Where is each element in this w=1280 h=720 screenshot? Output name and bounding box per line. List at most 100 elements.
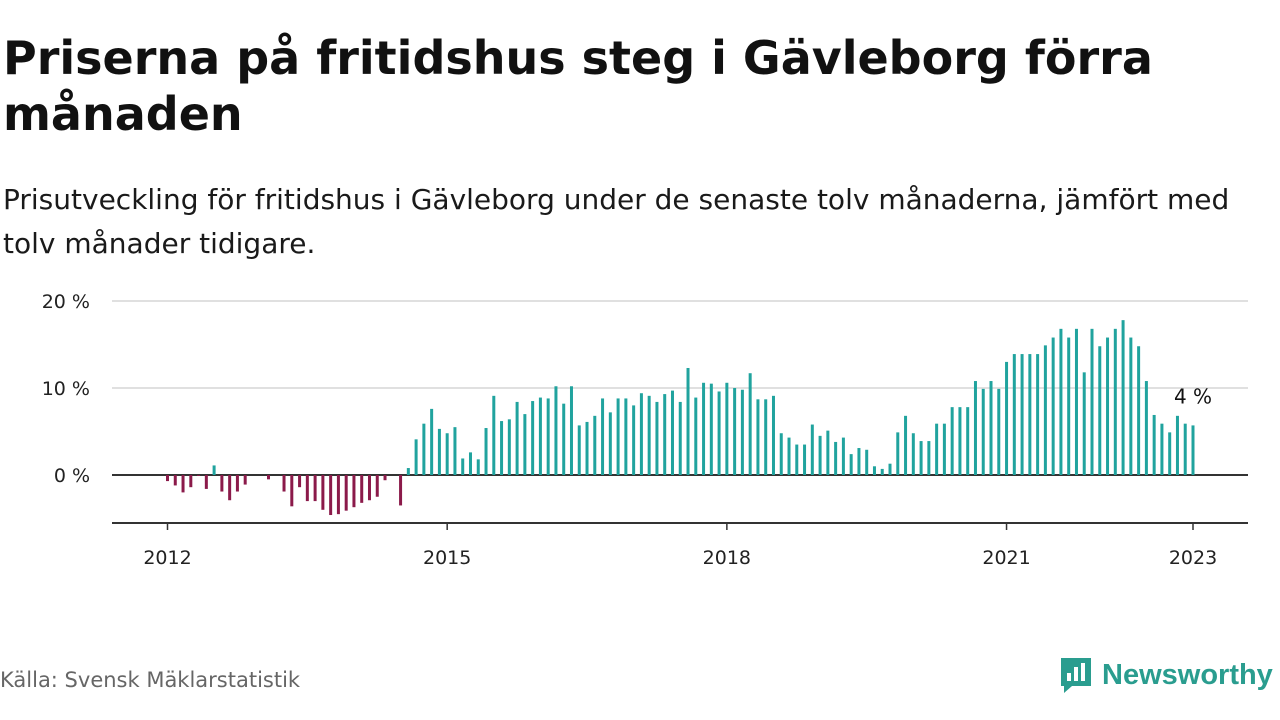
bar-2018-06: [764, 399, 768, 475]
bar-2013-09: [321, 475, 325, 510]
bar-2021-12: [1090, 328, 1094, 475]
bar-2019-03: [834, 441, 838, 475]
bar-2022-04: [1121, 320, 1125, 475]
bar-2021-01: [1005, 361, 1009, 475]
bar-2014-08: [406, 468, 410, 475]
bar-2022-07: [1144, 381, 1148, 475]
newsworthy-logo-icon: [1061, 658, 1091, 693]
bar-2015-01: [445, 433, 449, 475]
bar-2016-02: [546, 398, 550, 475]
bar-2012-01: [166, 475, 169, 482]
x-tick-label: 2015: [423, 547, 471, 569]
last-value-annotation: 4 %: [1174, 384, 1212, 408]
bar-2022-10: [1168, 432, 1172, 475]
bar-2014-05: [383, 475, 387, 481]
bar-2017-08: [686, 367, 690, 475]
bar-2021-06: [1043, 345, 1047, 475]
bar-2013-10: [329, 475, 333, 516]
bar-2020-05: [942, 423, 946, 475]
bar-2014-09: [414, 439, 418, 475]
bar-2017-12: [717, 391, 721, 475]
bar-2022-01: [1098, 346, 1102, 475]
bar-2017-09: [694, 397, 698, 475]
bar-2016-04: [562, 403, 566, 475]
y-tick-label: 0 %: [54, 465, 90, 487]
bar-2019-10: [888, 463, 892, 475]
bar-2021-05: [1036, 354, 1040, 475]
bar-2013-05: [290, 475, 294, 507]
bar-2018-08: [779, 433, 783, 475]
source-note: Källa: Svensk Mäklarstatistik: [0, 668, 301, 692]
bar-2014-12: [437, 428, 441, 475]
bar-2020-06: [950, 407, 954, 475]
bar-2014-03: [367, 475, 371, 501]
bar-2018-07: [771, 395, 775, 475]
bar-2016-09: [601, 398, 605, 475]
bar-2014-11: [430, 408, 434, 475]
bar-2015-11: [523, 414, 527, 475]
bar-2020-09: [973, 381, 977, 475]
bar-2014-02: [360, 475, 364, 503]
bar-2014-07: [399, 475, 403, 506]
bar-2021-09: [1067, 337, 1071, 475]
bar-2022-06: [1137, 346, 1141, 475]
bar-2013-11: [336, 475, 340, 515]
x-tick-label: 2012: [143, 547, 191, 569]
bar-2020-10: [981, 388, 985, 475]
page-title: Priserna på fritidshus steg i Gävleborg …: [3, 31, 1153, 141]
brand-logo[interactable]: Newsworthy: [1058, 654, 1273, 696]
bar-2020-02: [919, 441, 923, 475]
bar-2020-12: [997, 388, 1001, 475]
bar-2017-02: [639, 393, 643, 475]
bar-2013-07: [305, 475, 309, 502]
bar-2013-04: [282, 475, 286, 492]
bar-2015-02: [453, 427, 457, 475]
bar-2015-05: [476, 459, 480, 475]
bar-2022-09: [1160, 423, 1164, 475]
bar-2017-07: [678, 401, 682, 475]
y-tick-label: 20 %: [42, 291, 90, 313]
bar-2019-12: [904, 415, 908, 475]
bar-2018-03: [740, 389, 744, 475]
bar-2019-06: [857, 448, 861, 475]
bar-2022-12: [1183, 423, 1187, 475]
bar-2012-09: [228, 475, 232, 501]
bar-2022-11: [1175, 415, 1179, 475]
bar-2013-02: [267, 475, 270, 480]
bar-2019-09: [880, 468, 884, 475]
bar-2018-09: [787, 437, 791, 475]
bar-2016-07: [585, 421, 589, 475]
bar-2016-10: [608, 412, 612, 475]
x-tick-label: 2021: [982, 547, 1030, 569]
bar-2022-02: [1106, 337, 1110, 475]
bar-2017-04: [655, 401, 659, 475]
bar-2012-03: [181, 475, 185, 493]
bar-2012-08: [220, 475, 224, 492]
bar-2021-07: [1051, 337, 1055, 475]
bar-2018-01: [725, 382, 729, 475]
x-tick-label: 2018: [703, 547, 751, 569]
bar-2016-01: [538, 397, 542, 475]
bar-2020-07: [958, 407, 962, 475]
bar-2020-11: [989, 381, 993, 475]
y-tick-label: 10 %: [42, 378, 90, 400]
bar-2014-01: [352, 475, 356, 508]
bar-2012-11: [243, 475, 247, 485]
bar-2021-04: [1028, 354, 1032, 475]
bar-2019-05: [849, 454, 853, 475]
bar-chart: 0 % 10 % 20 % 2012 2015 2018 2021 2023 4 %: [42, 291, 1248, 569]
bar-2016-12: [624, 398, 628, 475]
bar-2017-06: [670, 390, 674, 475]
bar-2012-02: [173, 475, 177, 486]
bar-2016-05: [569, 386, 573, 475]
page-subtitle: Prisutveckling för fritidshus i Gävlebor…: [3, 183, 1230, 260]
x-tick-label: 2023: [1169, 547, 1217, 569]
bar-2017-11: [709, 383, 713, 475]
bar-2019-11: [896, 432, 900, 475]
chart-labels: 0 % 10 % 20 % 2012 2015 2018 2021 2023 4 %: [42, 291, 1217, 569]
bar-2022-05: [1129, 337, 1133, 475]
bar-2015-04: [468, 452, 472, 475]
bar-2022-08: [1152, 414, 1156, 475]
bar-2017-01: [632, 405, 636, 475]
bar-2020-08: [966, 407, 970, 475]
